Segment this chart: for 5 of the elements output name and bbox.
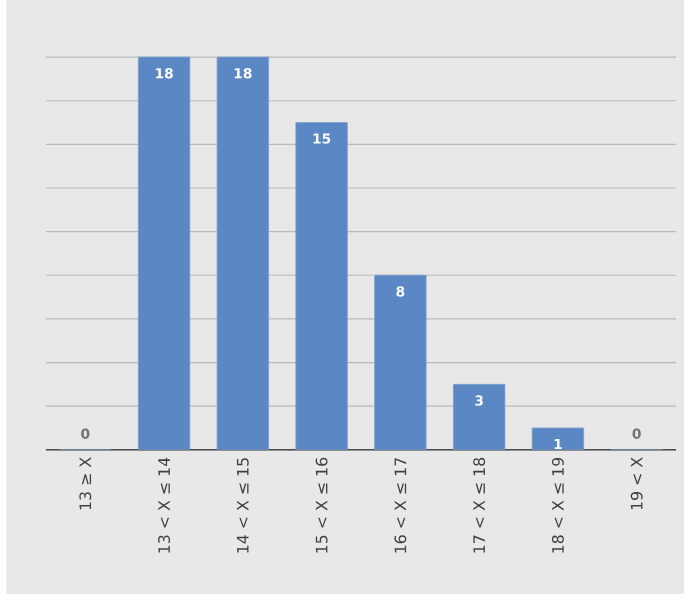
bar <box>452 383 506 450</box>
bar <box>374 274 427 450</box>
bar <box>295 121 348 450</box>
bar <box>216 56 269 450</box>
bar <box>137 56 191 450</box>
